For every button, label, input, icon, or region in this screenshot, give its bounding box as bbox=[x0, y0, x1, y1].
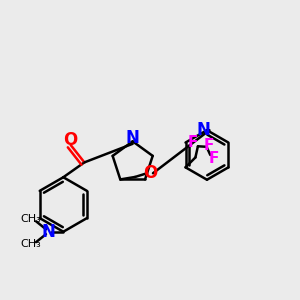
Text: N: N bbox=[126, 129, 140, 147]
Text: N: N bbox=[41, 223, 56, 241]
Text: O: O bbox=[64, 131, 78, 149]
Text: O: O bbox=[143, 164, 157, 182]
Text: F: F bbox=[209, 151, 219, 166]
Text: CH₃: CH₃ bbox=[21, 239, 41, 249]
Text: N: N bbox=[196, 121, 210, 139]
Text: F: F bbox=[204, 137, 214, 152]
Text: CH₃: CH₃ bbox=[21, 214, 41, 224]
Text: F: F bbox=[188, 135, 198, 150]
